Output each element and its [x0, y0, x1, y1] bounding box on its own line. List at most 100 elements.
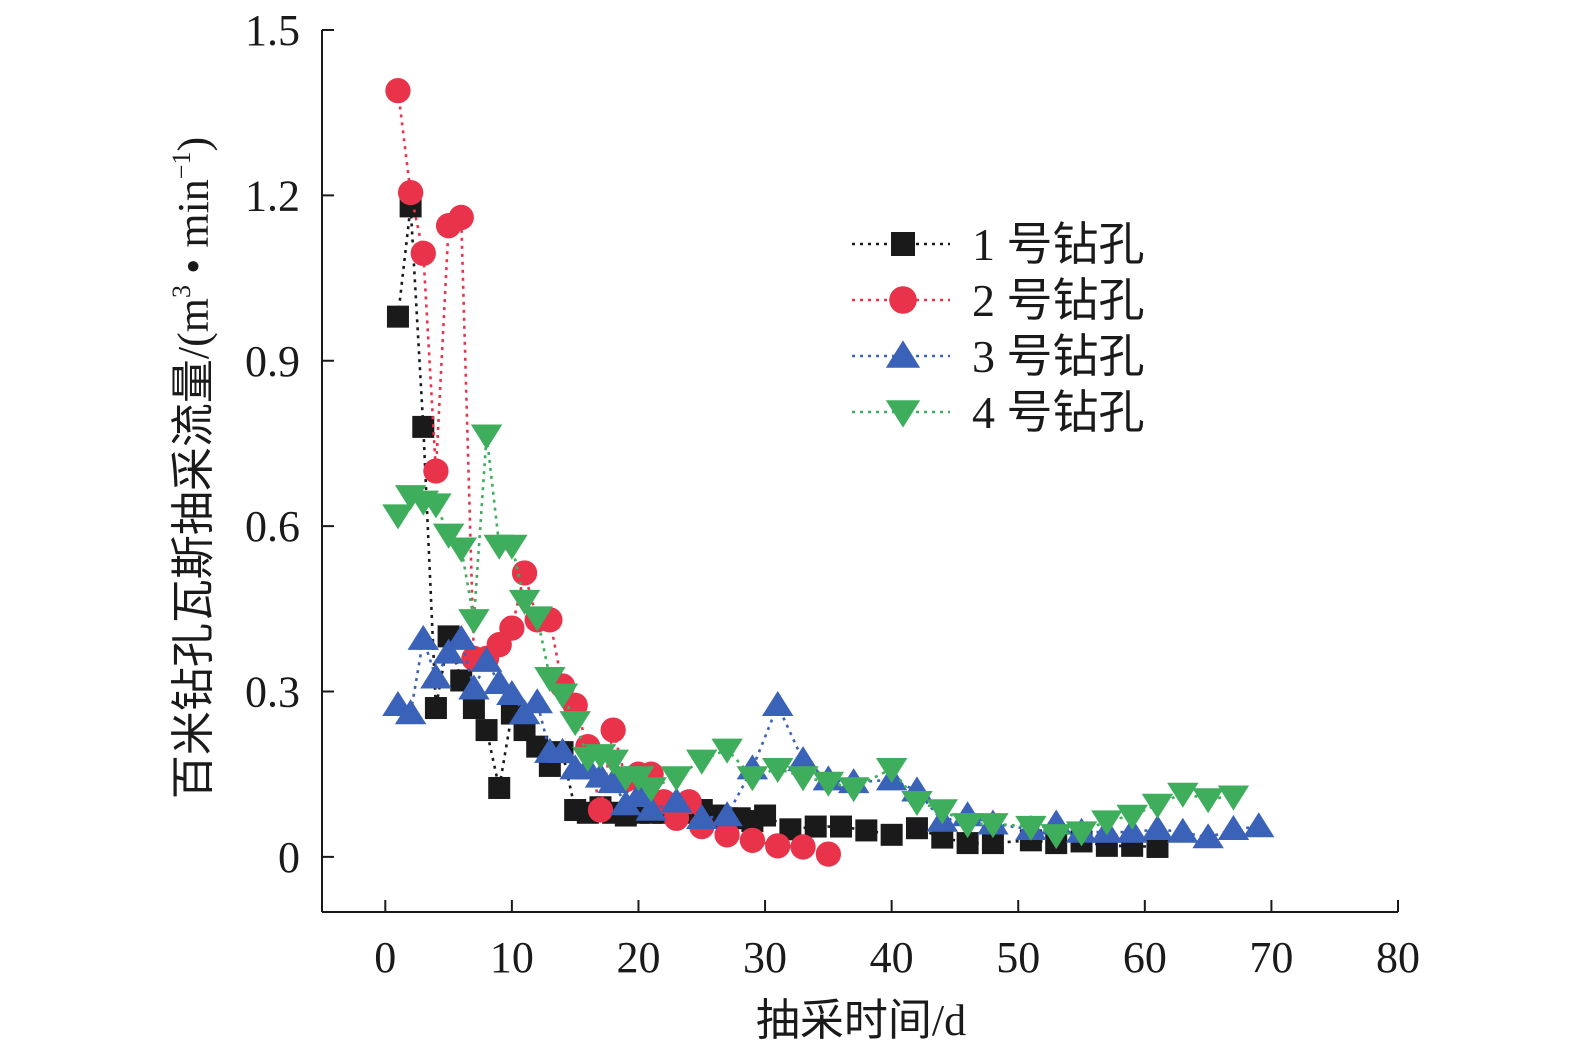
data-point [686, 749, 718, 775]
data-point [423, 458, 449, 484]
y-axis-title-main: 百米钻孔瓦斯抽采流量/(m [169, 298, 218, 799]
data-point [1217, 815, 1250, 841]
data-point [1243, 812, 1275, 838]
data-point [511, 560, 538, 586]
data-point [660, 787, 693, 813]
data-point [559, 711, 591, 737]
data-point [931, 826, 954, 849]
data-point [956, 832, 979, 855]
data-point [790, 834, 816, 860]
y-tick-label: 0 [278, 833, 300, 882]
data-point [951, 813, 984, 839]
x-axis-title: 抽采时间/d [756, 996, 966, 1045]
data-point [488, 776, 511, 799]
data-point [410, 240, 436, 266]
y-axis-title-superscript-2: −1 [167, 152, 196, 180]
data-point [739, 827, 766, 853]
x-tick-label: 30 [743, 933, 787, 982]
legend-label: 2 号钻孔 [972, 275, 1145, 326]
data-point [926, 799, 959, 825]
data-point [534, 666, 566, 693]
data-point [1065, 821, 1098, 847]
data-point [513, 719, 536, 742]
data-point [546, 737, 579, 763]
data-point [496, 534, 528, 560]
data-point [905, 817, 928, 840]
data-point [432, 638, 465, 664]
data-point [385, 77, 411, 104]
x-tick-label: 0 [374, 933, 396, 982]
data-point [445, 624, 477, 650]
data-point [761, 690, 794, 717]
data-point [445, 537, 477, 563]
data-point [420, 493, 452, 519]
legend-item-2: 2 号钻孔 [852, 275, 1145, 326]
data-point [754, 804, 777, 827]
data-point [412, 415, 435, 438]
data-point [1015, 815, 1047, 841]
data-point [420, 663, 452, 689]
data-point [597, 749, 629, 775]
data-point [499, 615, 525, 641]
y-tick-label: 1.2 [245, 171, 300, 220]
data-point [815, 841, 842, 867]
data-point [407, 624, 440, 650]
y-tick-label: 0.9 [245, 337, 300, 386]
data-point [432, 523, 465, 549]
data-point [660, 766, 693, 792]
legend-marker [885, 340, 921, 368]
data-point [787, 746, 819, 772]
data-point [787, 766, 819, 792]
data-point [981, 832, 1004, 855]
data-point [830, 815, 853, 838]
data-point [1116, 817, 1148, 843]
data-point [521, 688, 553, 714]
data-point [470, 424, 503, 450]
x-tick-label: 10 [490, 933, 534, 982]
data-point [779, 818, 802, 841]
data-point [635, 777, 667, 803]
data-point [597, 768, 629, 794]
y-tick-label: 0.6 [245, 502, 300, 551]
x-tick-label: 20 [616, 933, 660, 982]
data-point [521, 606, 553, 632]
legend-label: 1 号钻孔 [972, 219, 1145, 270]
data-point [804, 815, 827, 838]
data-point [397, 179, 424, 206]
data-point [761, 757, 794, 783]
data-point [470, 646, 503, 672]
data-point [600, 717, 626, 743]
legend-item-3: 3 号钻孔 [852, 331, 1145, 382]
data-point [1040, 824, 1072, 850]
data-point [880, 823, 903, 846]
legend-label: 3 号钻孔 [972, 331, 1145, 382]
data-point [386, 305, 409, 328]
y-tick-label: 1.5 [245, 6, 300, 55]
y-axis-title-superscript: 3 [167, 285, 196, 298]
data-point [475, 719, 498, 742]
y-axis-title: 百米钻孔瓦斯抽采流量/(m3 • min−1) [167, 137, 218, 799]
data-point [1146, 835, 1169, 858]
data-point [458, 674, 490, 700]
data-point [546, 683, 579, 709]
x-tick-label: 70 [1249, 933, 1293, 982]
legend-label: 4 号钻孔 [972, 387, 1145, 438]
data-point [977, 813, 1009, 839]
legend-item-4: 4 号钻孔 [852, 387, 1145, 438]
axes [321, 30, 1398, 913]
data-point [1217, 785, 1250, 811]
legend-marker [885, 400, 921, 428]
data-point [462, 697, 485, 720]
data-point [1116, 804, 1148, 830]
y-axis-title-close: ) [169, 137, 218, 152]
data-point [1141, 793, 1174, 819]
x-tick-label: 80 [1376, 933, 1420, 982]
y-axis-title-unit: • min [169, 179, 218, 285]
data-point [1167, 817, 1199, 843]
legend-marker [891, 232, 915, 256]
data-point [765, 833, 791, 859]
data-point [382, 504, 414, 530]
data-point [714, 822, 740, 848]
x-tick-label: 40 [870, 933, 914, 982]
data-point [622, 781, 655, 807]
